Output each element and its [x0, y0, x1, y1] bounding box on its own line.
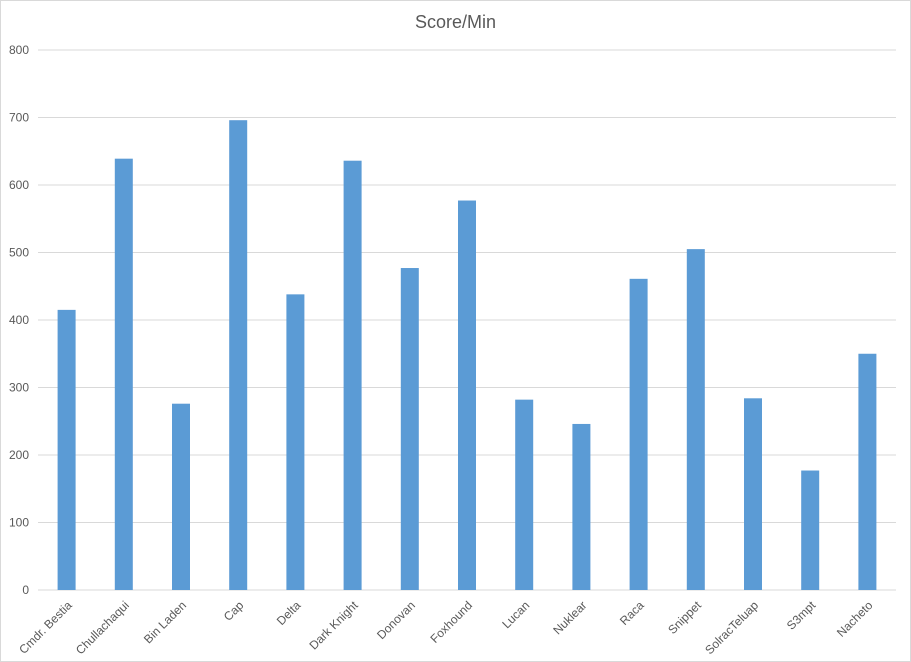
- y-tick-label: 400: [9, 313, 29, 327]
- x-category-label: SolracTeluap: [702, 598, 761, 657]
- x-category-label: Cmdr. Bestia: [16, 598, 75, 657]
- x-category-label: Nacheto: [834, 598, 876, 640]
- x-category-label: Donovan: [374, 598, 418, 642]
- y-tick-label: 500: [9, 246, 29, 260]
- x-category-label: Nuklear: [550, 598, 589, 637]
- bar-raca: [629, 278, 648, 590]
- x-category-label: Lucan: [499, 598, 532, 631]
- x-category-label: Raca: [617, 598, 647, 628]
- x-category-label: Bin Laden: [141, 598, 189, 646]
- bar-nuklear: [572, 423, 591, 590]
- bar-nacheto: [858, 353, 877, 590]
- bar-cap: [229, 120, 248, 590]
- bar-lucan: [515, 399, 534, 590]
- y-tick-label: 700: [9, 111, 29, 125]
- y-tick-label: 200: [9, 448, 29, 462]
- bar-bin-laden: [172, 403, 190, 590]
- y-tick-label: 300: [9, 381, 29, 395]
- y-tick-label: 800: [9, 43, 29, 57]
- x-category-label: Snippet: [665, 598, 704, 637]
- x-category-label: Dark Knight: [306, 598, 361, 653]
- bar-foxhound: [458, 200, 476, 590]
- y-tick-label: 100: [9, 516, 29, 530]
- bar-delta: [286, 294, 305, 590]
- x-category-label: S3mpt: [784, 598, 819, 633]
- bar-s3mpt: [801, 470, 820, 590]
- bar-snippet: [686, 249, 705, 590]
- bars: [57, 120, 877, 591]
- bar-solracteluap: [744, 398, 762, 590]
- x-category-label: Chullachaqui: [73, 598, 132, 657]
- x-category-label: Foxhound: [427, 598, 475, 646]
- x-category-label: Cap: [221, 598, 247, 624]
- bar-cmdr-bestia: [57, 309, 76, 590]
- y-tick-label: 600: [9, 178, 29, 192]
- y-axis-tick-labels: 0 100 200 300 400 500 600 700 800: [9, 43, 29, 597]
- x-category-label: Delta: [274, 598, 304, 628]
- chart-title: Score/Min: [414, 12, 497, 32]
- bar-chullachaqui: [114, 158, 133, 591]
- bar-dark-knight: [343, 160, 362, 590]
- y-tick-label: 0: [22, 583, 29, 597]
- bar-donovan: [400, 268, 419, 590]
